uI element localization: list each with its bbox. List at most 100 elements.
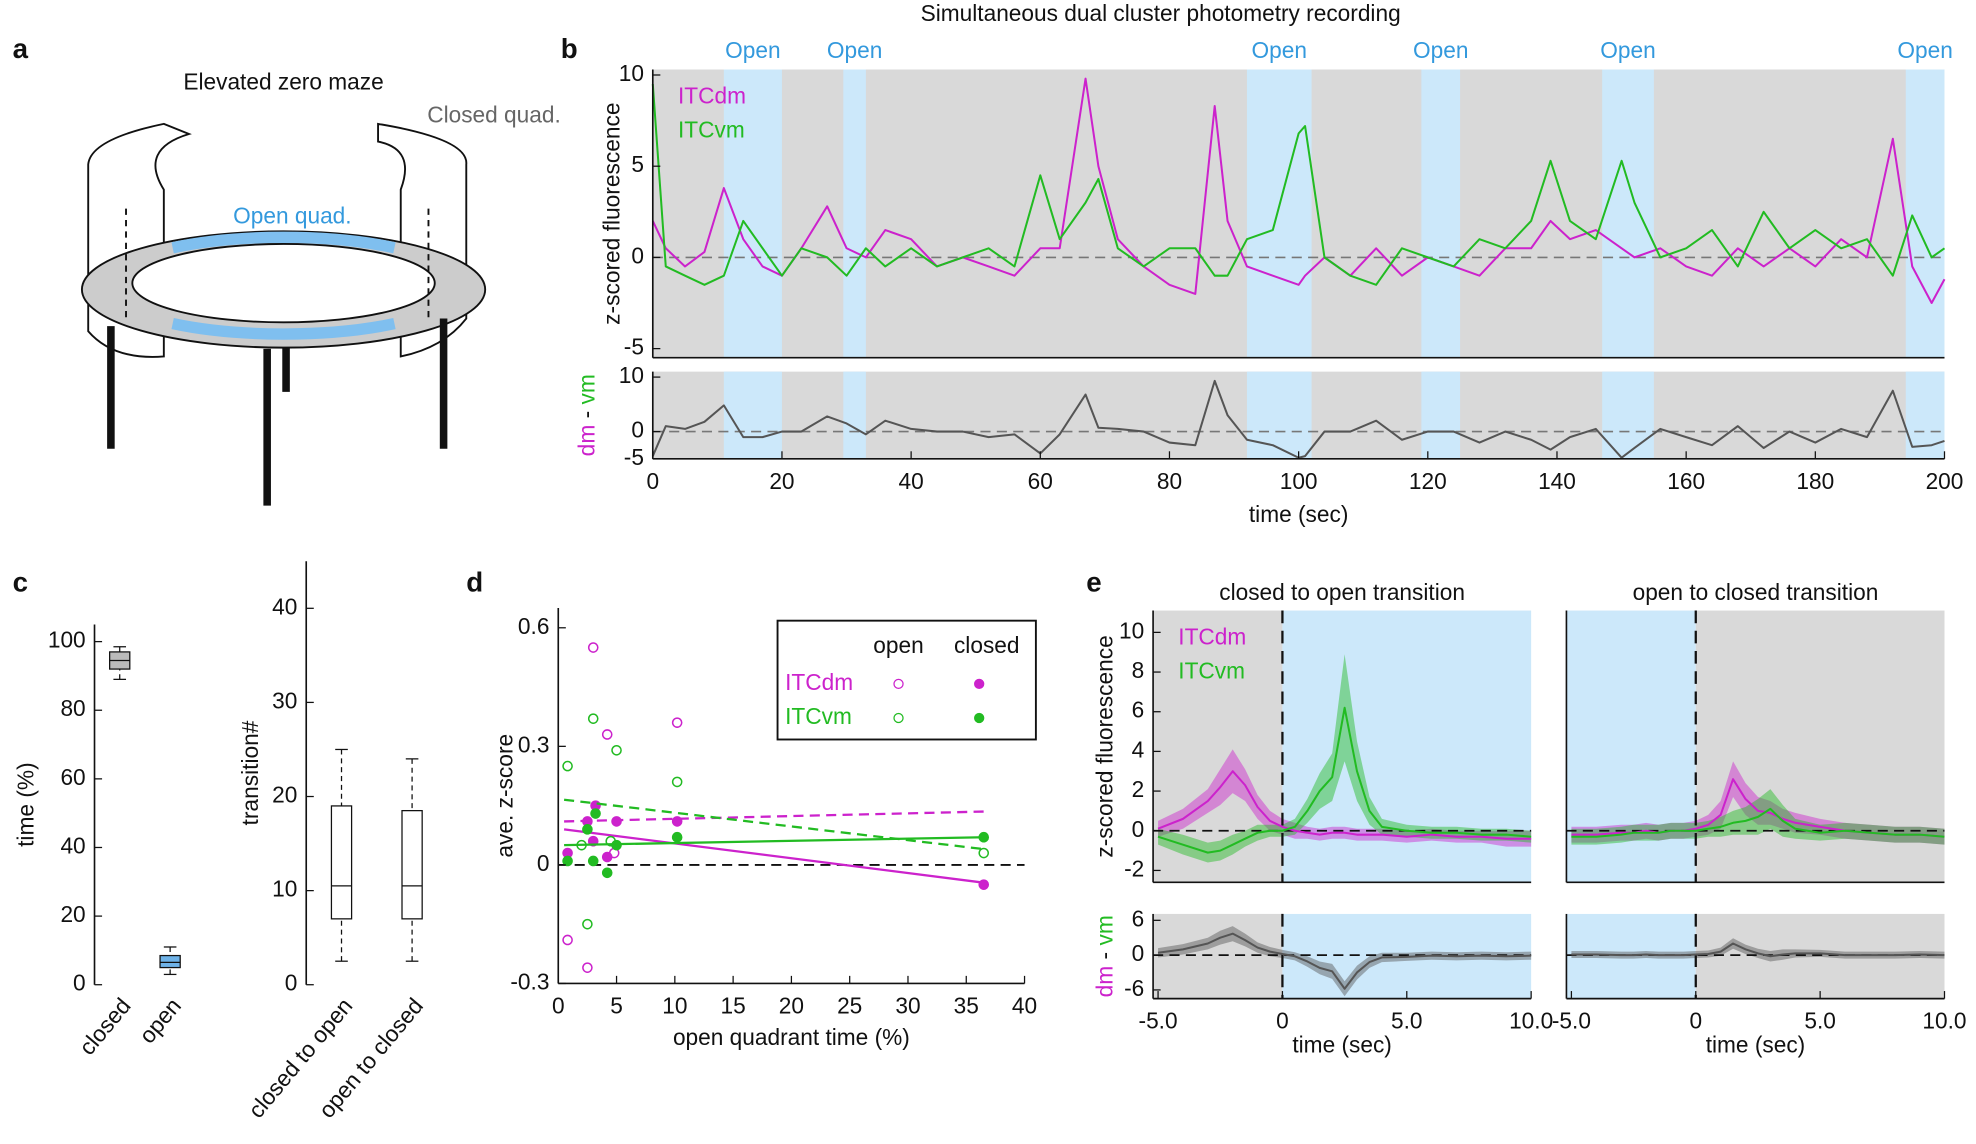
y-axis-label-part: -: [1091, 946, 1117, 966]
legend-label: ITCdm: [1178, 623, 1246, 649]
y-tick-label: 10: [1119, 617, 1144, 643]
panel-label: d: [466, 566, 483, 597]
x-tick-label: 0: [1276, 1008, 1289, 1034]
point: [671, 776, 683, 788]
legend-marker: [974, 678, 985, 690]
fit-line: [564, 810, 984, 823]
open-quadrant: [171, 318, 396, 340]
box: [330, 805, 353, 920]
y-tick-label: 0: [73, 970, 86, 996]
x-tick-label: 40: [1012, 992, 1037, 1018]
legend-marker: [893, 678, 904, 690]
region-label: Open: [1413, 37, 1468, 63]
point: [582, 962, 593, 973]
legend-label: ITCvm: [785, 703, 852, 729]
x-tick-label: -5.0: [1139, 1008, 1178, 1034]
chart-title: Simultaneous dual cluster photometry rec…: [921, 0, 1401, 26]
x-tick-label: 0: [552, 992, 565, 1018]
x-axis-label: open quadrant time (%): [673, 1024, 910, 1050]
y-tick-label: 0: [631, 242, 644, 268]
legend-label: ITCdm: [785, 669, 853, 695]
x-tick-label: 10.0: [1509, 1008, 1553, 1034]
y-axis-label-part: dm: [1091, 966, 1117, 998]
series-line: [1571, 942, 1945, 958]
y-axis-label: time (%): [13, 762, 39, 847]
x-tick-label: 140: [1538, 468, 1576, 494]
x-tick-label: 100: [1280, 468, 1318, 494]
series-line: [1157, 932, 1532, 990]
x-tick-label: 120: [1409, 468, 1447, 494]
y-tick-label: 40: [272, 593, 297, 619]
legend-marker: [974, 712, 985, 724]
y-tick-label: 8: [1132, 657, 1145, 683]
point: [587, 713, 599, 724]
series-line: [651, 83, 1946, 286]
x-tick-label: 180: [1796, 468, 1834, 494]
legend-marker: [893, 712, 904, 724]
fit-line: [563, 828, 984, 884]
y-axis-label: dm - vm: [574, 374, 600, 456]
y-tick-label: 0: [285, 970, 298, 996]
chart-title: closed to open transition: [1219, 579, 1465, 605]
point: [601, 851, 613, 863]
shaded-region: [843, 69, 866, 358]
legend-label: ITCdm: [678, 82, 746, 108]
y-axis-label: z-scored fluorescence: [599, 102, 625, 324]
y-tick-label: 10: [619, 362, 644, 388]
x-tick-label: 25: [837, 992, 862, 1018]
fit-line: [564, 836, 984, 847]
point: [601, 729, 613, 740]
y-tick-label: -6: [1124, 975, 1144, 1001]
y-tick-label: 0: [631, 417, 644, 443]
shaded-region: [1695, 610, 1945, 883]
open-quadrant: [171, 231, 396, 254]
y-tick-label: 0: [1132, 940, 1145, 966]
series-line: [1157, 770, 1532, 840]
panel-label: a: [13, 33, 29, 64]
point: [590, 808, 601, 819]
closed-label: Closed quad.: [427, 101, 561, 127]
series-line: [1571, 807, 1945, 838]
box: [401, 809, 423, 920]
y-axis-label: ave. z-score: [492, 734, 518, 858]
x-tick-label: 5.0: [1391, 1008, 1423, 1034]
y-tick-label: 10: [619, 60, 644, 86]
region-label: Open: [1252, 37, 1307, 63]
x-tick-label: 15: [721, 992, 746, 1018]
x-tick-label: 10.0: [1922, 1008, 1966, 1034]
region-label: Open: [1897, 37, 1952, 63]
y-axis-label: dm - vm: [1091, 915, 1117, 997]
point: [562, 855, 573, 867]
y-tick-label: 4: [1132, 736, 1145, 762]
y-tick-label: -5: [624, 334, 644, 360]
shaded-region: [843, 371, 866, 459]
panel-label: b: [561, 33, 578, 64]
y-axis-label-part: vm: [574, 374, 600, 404]
point: [671, 831, 683, 843]
y-axis-label-part: dm: [574, 425, 600, 457]
fit-line: [563, 798, 984, 851]
maze-inner: [131, 243, 436, 324]
open-label: Open quad.: [233, 202, 351, 228]
y-tick-label: -0.3: [510, 968, 549, 994]
y-tick-label: 5: [631, 151, 644, 177]
point: [978, 879, 990, 890]
error-band: [1571, 761, 1945, 845]
point: [611, 744, 622, 756]
y-tick-label: 60: [60, 764, 85, 790]
shaded-region: [723, 371, 782, 459]
series-line: [651, 379, 1945, 459]
x-tick-label: 5.0: [1804, 1008, 1836, 1034]
box: [159, 954, 181, 969]
shaded-region: [1421, 371, 1461, 459]
y-tick-label: 20: [272, 781, 297, 807]
x-axis-label: time (sec): [1292, 1032, 1392, 1058]
category-label: open: [134, 993, 186, 1048]
region-label: Open: [1600, 37, 1655, 63]
maze-diagram: [80, 122, 487, 506]
y-tick-label: 0: [537, 850, 550, 876]
x-tick-label: 20: [779, 992, 804, 1018]
point: [582, 824, 593, 835]
